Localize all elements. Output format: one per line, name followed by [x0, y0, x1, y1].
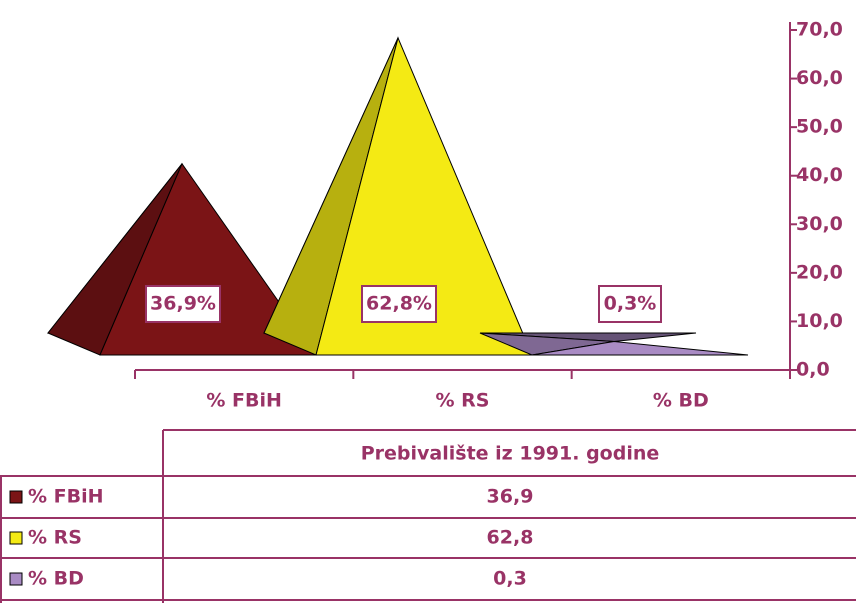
legend-key [9, 572, 23, 586]
x-tick-label: % FBiH [206, 390, 282, 412]
legend-key [9, 490, 23, 504]
table-row-label: % FBiH [28, 486, 104, 508]
table-title: Prebivalište iz 1991. godine [361, 443, 660, 465]
y-tick-label: 0,0 [796, 359, 830, 381]
y-tick-label: 60,0 [796, 67, 843, 89]
y-tick-label: 30,0 [796, 213, 843, 235]
pyramid-front-face [531, 341, 749, 356]
table-row-label: % RS [28, 527, 82, 549]
table-cell: 0,3 [493, 568, 527, 590]
value-label-box [361, 285, 437, 323]
x-tick-label: % RS [436, 390, 490, 412]
table-cell: 62,8 [487, 527, 534, 549]
y-tick-label: 50,0 [796, 116, 843, 138]
value-label: 62,8% [366, 293, 432, 315]
value-label-box [145, 285, 221, 323]
pyramid-front-face [315, 36, 533, 356]
value-label: 36,9% [150, 293, 216, 315]
y-tick-label: 40,0 [796, 164, 843, 186]
x-tick-label: % BD [653, 390, 709, 412]
y-tick-label: 70,0 [796, 19, 843, 41]
table-cell: 36,9 [487, 486, 534, 508]
value-label-box [598, 285, 662, 323]
value-label: 0,3% [604, 293, 657, 315]
legend-key [9, 531, 23, 545]
table-row-label: % BD [28, 568, 84, 590]
y-tick-label: 10,0 [796, 310, 843, 332]
y-tick-label: 20,0 [796, 261, 843, 283]
